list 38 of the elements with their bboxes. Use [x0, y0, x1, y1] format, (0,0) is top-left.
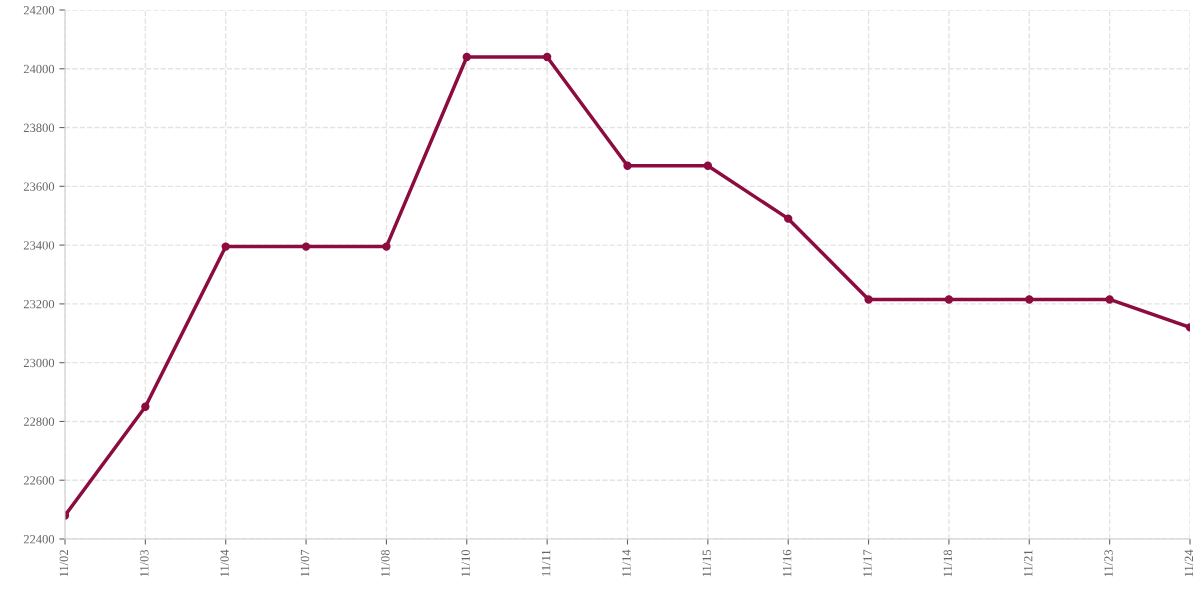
x-tick-label: 11/10: [461, 549, 470, 577]
point: [221, 242, 230, 251]
point: [623, 161, 632, 170]
x-tick-label: 11/23: [1104, 549, 1113, 577]
point: [1025, 295, 1034, 304]
point: [784, 214, 793, 223]
y-tick-label: 23000: [23, 358, 55, 368]
x-tick-label: 11/21: [1024, 550, 1033, 577]
point: [301, 242, 311, 251]
point: [944, 295, 954, 304]
x-tick-label: 11/08: [381, 549, 390, 577]
y-tick-label: 22800: [23, 417, 55, 426]
y-tick-label: 23600: [23, 182, 55, 191]
x-tick-label: 11/14: [622, 549, 631, 577]
y-tick-label: 23200: [23, 299, 55, 309]
y-tick-label: 24000: [23, 64, 55, 74]
x-tick-label: 11/16: [782, 549, 792, 577]
point: [864, 295, 873, 304]
y-tick-label: 23400: [23, 241, 55, 250]
x-tick-label: 11/02: [59, 550, 69, 577]
point: [703, 161, 713, 170]
x-tick-label: 11/04: [220, 549, 229, 577]
x-tick-label: 11/18: [943, 549, 953, 577]
point: [542, 52, 552, 62]
point: [382, 242, 391, 251]
point: [1105, 295, 1114, 304]
y-tick-label: 22600: [23, 476, 55, 485]
y-tick-label: 22400: [23, 535, 55, 544]
point: [462, 52, 471, 62]
y-tick-label: 23800: [23, 123, 55, 133]
x-tick-label: 11/15: [702, 549, 711, 577]
x-tick-label: 11/11: [541, 550, 551, 576]
x-tick-label: 11/07: [300, 549, 310, 577]
y-tick-label: 24200: [23, 6, 55, 15]
point: [141, 402, 150, 411]
x-tick-label: 11/03: [140, 549, 149, 577]
x-tick-label: 11/24: [1184, 549, 1194, 577]
x-tick-label: 11/17: [863, 549, 872, 577]
